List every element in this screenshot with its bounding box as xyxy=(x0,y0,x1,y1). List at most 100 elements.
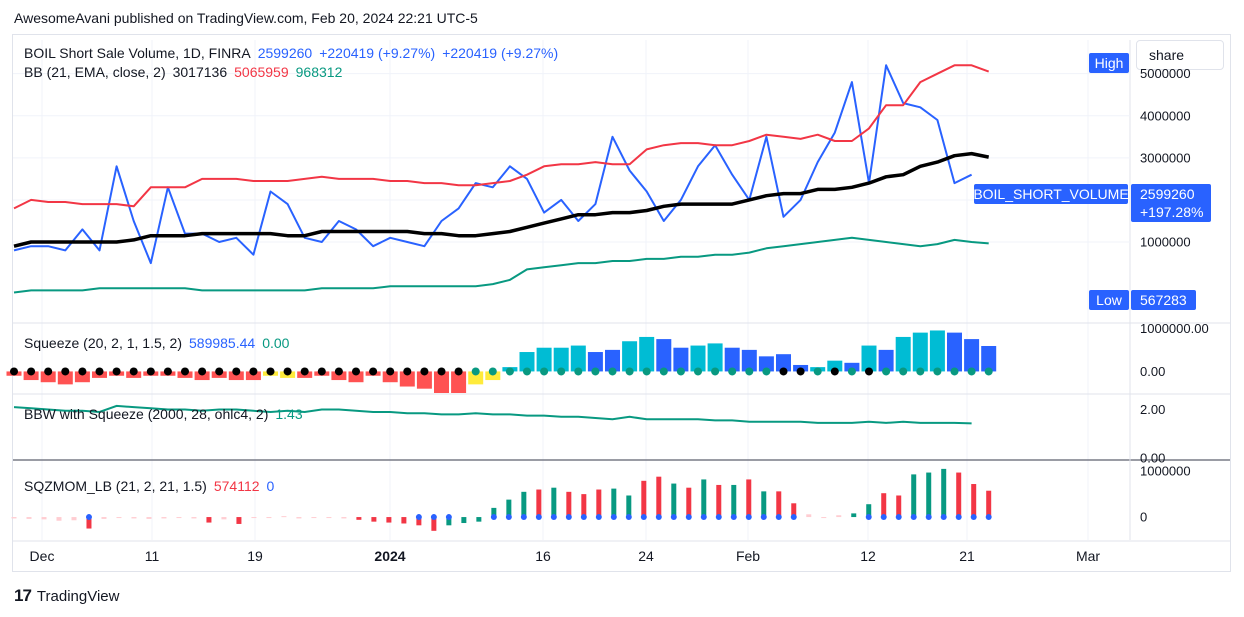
squeeze-bar xyxy=(416,371,432,389)
x-tick-label: Dec xyxy=(30,548,55,564)
squeeze-dot xyxy=(437,367,446,376)
x-tick-label: 16 xyxy=(535,548,551,564)
share-button[interactable]: share xyxy=(1136,40,1224,70)
y-tick-label: 1000000 xyxy=(1140,464,1191,479)
sqzmom-dot xyxy=(700,514,707,521)
squeeze-dot xyxy=(198,367,207,376)
squeeze-bar xyxy=(399,371,415,387)
squeeze-dot xyxy=(916,367,925,376)
squeeze-dot xyxy=(112,367,121,376)
sqzmom-bar xyxy=(761,491,767,518)
sqzmom-bar xyxy=(686,487,692,518)
squeeze-bar xyxy=(690,345,706,372)
sqzmom-bar xyxy=(506,499,512,518)
sqzmom-bar xyxy=(101,517,107,519)
squeeze-dot xyxy=(728,367,737,376)
legend-text: Squeeze (20, 2, 1, 1.5, 2) xyxy=(24,335,182,351)
squeeze-bar xyxy=(348,371,364,383)
sqzmom-bar xyxy=(656,476,662,518)
x-tick-label: 24 xyxy=(638,548,654,564)
squeeze-bar xyxy=(468,371,484,385)
squeeze-dot xyxy=(574,367,583,376)
sqzmom-bar xyxy=(701,479,707,518)
sqzmom-bar xyxy=(251,517,257,519)
low-value-text: 567283 xyxy=(1140,292,1187,308)
sqzmom-bar xyxy=(851,513,857,518)
squeeze-dot xyxy=(882,367,891,376)
squeeze-bar xyxy=(57,371,73,385)
sqzmom-dot xyxy=(760,514,767,521)
squeeze-bar xyxy=(331,371,347,381)
sqzmom-bar xyxy=(146,517,152,519)
squeeze-bar xyxy=(228,371,244,381)
sqzmom-bar xyxy=(881,493,887,518)
squeeze-bar xyxy=(724,347,740,372)
sqzmom-dot xyxy=(955,514,962,521)
y-tick-label: 0 xyxy=(1140,510,1147,525)
legend-text: SQZMOM_LB (21, 2, 21, 1.5) xyxy=(24,478,207,494)
squeeze-bar xyxy=(194,371,210,381)
sqzmom-dot xyxy=(940,514,947,521)
series-name-text: BOIL_SHORT_VOLUME xyxy=(973,186,1128,202)
squeeze-dot xyxy=(454,367,463,376)
squeeze-dot xyxy=(232,367,241,376)
sqzmom-dot xyxy=(685,514,692,521)
squeeze-dot xyxy=(745,367,754,376)
sqzmom-bar xyxy=(551,487,557,518)
squeeze-bar xyxy=(758,356,774,372)
series-line-bb_upper xyxy=(13,64,990,210)
legend-text: 574112 xyxy=(214,478,260,494)
squeeze-dot xyxy=(830,367,839,376)
sqzmom-dot xyxy=(550,514,557,521)
squeeze-dot xyxy=(523,367,531,376)
legend-text: BOIL Short Sale Volume, 1D, FINRA xyxy=(24,45,251,61)
sqzmom-bar xyxy=(206,517,212,523)
sqzmom-bar xyxy=(671,483,677,518)
squeeze-bar xyxy=(912,332,928,372)
sqzmom-bar xyxy=(491,507,497,518)
sqzmom-bar xyxy=(596,489,602,518)
squeeze-bar xyxy=(451,371,467,393)
legend-text: 968312 xyxy=(296,64,343,80)
sqzmom-bar xyxy=(386,517,392,523)
sqzmom-bar xyxy=(641,480,647,518)
squeeze-dot xyxy=(129,367,138,376)
legend-text: 1.43 xyxy=(275,406,302,422)
squeeze-dot xyxy=(488,367,497,376)
squeeze-bar xyxy=(981,345,997,372)
squeeze-bar xyxy=(844,362,860,372)
sqzmom-bar xyxy=(611,488,617,518)
sqzmom-dot xyxy=(910,514,917,521)
sqzmom-bar xyxy=(416,517,422,526)
squeeze-dot xyxy=(61,367,70,376)
x-tick-label: Mar xyxy=(1076,548,1100,564)
squeeze-bar xyxy=(605,349,620,372)
squeeze-dot xyxy=(27,367,36,376)
squeeze-bar xyxy=(519,352,535,372)
sqzmom-bar xyxy=(911,474,917,518)
sqzmom-bar xyxy=(26,517,32,519)
y-tick-label: 0.00 xyxy=(1140,364,1165,379)
squeeze-dot xyxy=(369,367,378,376)
squeeze-dot xyxy=(215,367,224,376)
squeeze-bar xyxy=(929,330,945,372)
series-line-volume xyxy=(13,64,973,265)
sqzmom-bar xyxy=(86,517,92,529)
low-label-text: Low xyxy=(1096,292,1123,308)
sqzmom-bar xyxy=(956,472,962,518)
tradingview-logo-icon: 17 xyxy=(14,586,32,605)
low-label-badge xyxy=(1089,290,1129,310)
sqzmom-bar xyxy=(536,489,542,518)
sqzmom-dot xyxy=(655,514,662,521)
squeeze-dot xyxy=(540,367,549,376)
squeeze-dot xyxy=(403,367,412,376)
squeeze-bar xyxy=(536,347,552,372)
squeeze-dot xyxy=(865,367,873,376)
sqzmom-dot xyxy=(880,514,887,521)
squeeze-dot xyxy=(796,367,805,376)
sqzmom-dot xyxy=(625,514,632,521)
sqzmom-dot xyxy=(580,514,587,521)
current-change-text: +197.28% xyxy=(1140,204,1203,220)
sqzmom-bar xyxy=(746,479,752,518)
